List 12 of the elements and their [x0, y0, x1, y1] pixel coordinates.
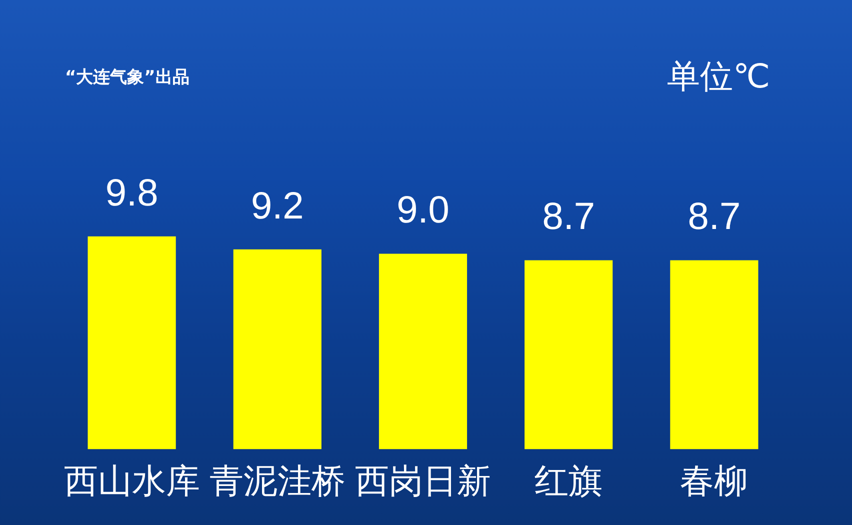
x-tick-label: 红旗 — [534, 461, 603, 502]
x-tick-label: 西岗日新 — [355, 461, 491, 502]
data-label: 9.0 — [396, 190, 450, 232]
data-label: 8.7 — [542, 196, 596, 238]
x-tick-label: 青泥洼桥 — [209, 461, 346, 502]
chart-title: 单位℃ — [666, 56, 770, 96]
data-label: 9.8 — [105, 172, 158, 214]
x-tick-label: 春柳 — [680, 461, 748, 502]
data-label: 9.2 — [250, 185, 304, 228]
data-label: 8.7 — [688, 196, 741, 238]
x-tick-label: 西山水库 — [64, 461, 200, 502]
text: “大连气象”出品 — [65, 67, 190, 88]
